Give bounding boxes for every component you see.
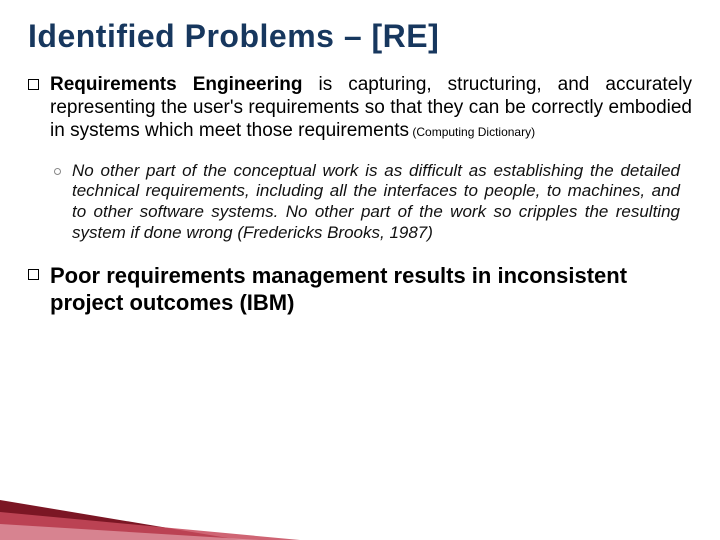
bullet-1-citation: (Computing Dictionary) — [409, 125, 535, 139]
slide: Identified Problems – [RE] Requirements … — [0, 0, 720, 540]
bullet-item-1: Requirements Engineering is capturing, s… — [28, 73, 692, 143]
sub-bullet-item: No other part of the conceptual work is … — [28, 161, 680, 244]
sub-bullet-text: No other part of the conceptual work is … — [72, 161, 680, 244]
bullet-1-text: Requirements Engineering is capturing, s… — [50, 73, 692, 143]
bullet-1-bold: Requirements Engineering — [50, 74, 303, 95]
square-bullet-icon — [28, 79, 39, 90]
slide-title: Identified Problems – [RE] — [28, 18, 692, 55]
corner-accent-icon — [0, 500, 300, 540]
bullet-2-text: Poor requirements management results in … — [50, 263, 692, 317]
bullet-item-2: Poor requirements management results in … — [28, 263, 692, 317]
square-bullet-icon — [28, 269, 39, 280]
ring-bullet-icon — [54, 168, 61, 175]
